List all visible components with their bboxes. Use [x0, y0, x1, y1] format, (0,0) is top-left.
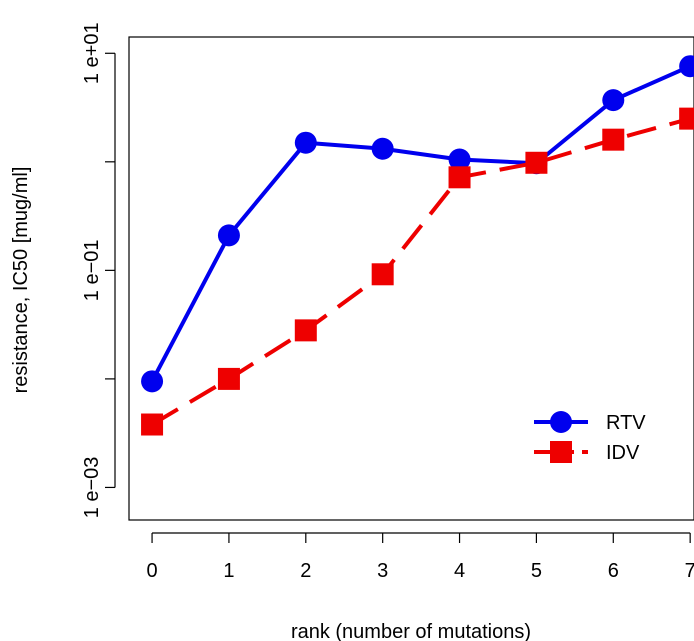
data-point-rtv — [371, 137, 394, 160]
plot-frame — [128, 36, 694, 521]
x-tick-label: 1 — [223, 560, 234, 582]
data-point-rtv — [217, 224, 240, 247]
data-point-idv — [141, 413, 164, 436]
data-point-idv — [448, 166, 471, 189]
data-point-rtv — [679, 55, 694, 78]
x-axis-label: rank (number of mutations) — [291, 621, 531, 641]
legend-label: RTV — [606, 412, 646, 434]
x-tick-label: 4 — [454, 560, 465, 582]
legend-label: IDV — [606, 442, 640, 464]
x-axis: 0 1 2 3 4 5 6 7 — [146, 532, 694, 582]
series-line-idv — [151, 116, 691, 427]
x-tick-label: 5 — [531, 560, 542, 582]
data-point-idv — [217, 367, 240, 390]
series-rtv — [141, 55, 694, 393]
legend-item-rtv: RTV — [534, 411, 646, 434]
data-point-rtv — [141, 370, 164, 393]
data-point-idv — [371, 263, 394, 286]
x-tick-label: 6 — [608, 560, 619, 582]
legend-item-idv: IDV — [534, 441, 640, 464]
data-point-idv — [525, 151, 548, 174]
data-point-idv — [679, 107, 694, 130]
data-point-rtv — [448, 148, 471, 171]
series-line-rtv — [150, 64, 691, 383]
legend: RTV IDV — [534, 411, 646, 464]
legend-marker — [550, 441, 572, 463]
data-point-idv — [294, 319, 317, 342]
data-point-rtv — [602, 89, 625, 112]
y-axis-label: resistance, IC50 [mug/ml] — [10, 167, 32, 394]
y-tick-label: 1 e−03 — [81, 457, 103, 519]
data-point-rtv — [294, 131, 317, 154]
y-axis: 1 e−03 1 e−01 1 e+01 — [81, 22, 116, 519]
y-tick-label: 1 e−01 — [81, 239, 103, 301]
data-point-idv — [602, 128, 625, 151]
legend-marker — [550, 411, 572, 433]
series-idv — [141, 107, 694, 436]
series-layer — [141, 55, 694, 436]
y-tick-label: 1 e+01 — [81, 22, 103, 84]
x-tick-label: 3 — [377, 560, 388, 582]
x-tick-label: 2 — [300, 560, 311, 582]
x-tick-label: 0 — [146, 560, 157, 582]
x-tick-label: 7 — [685, 560, 694, 582]
